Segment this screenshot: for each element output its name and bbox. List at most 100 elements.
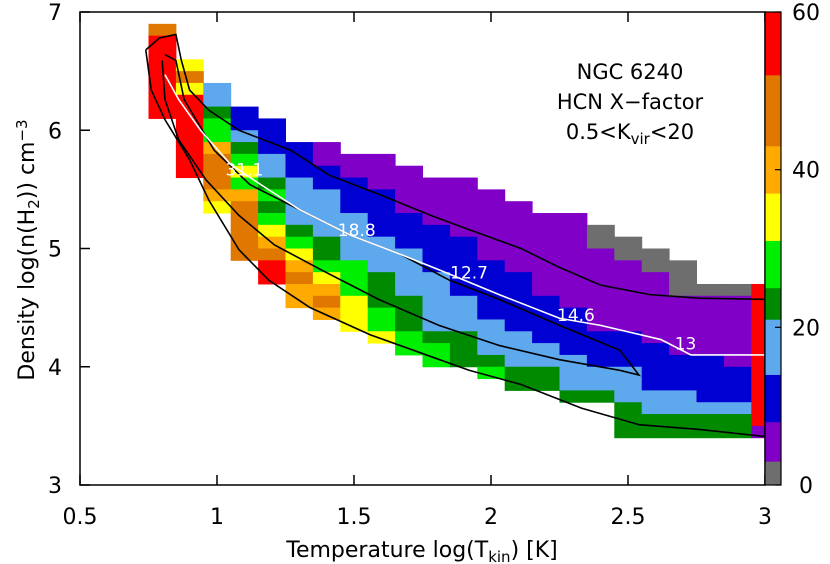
heat-cell xyxy=(559,366,588,380)
heat-cell xyxy=(641,295,670,309)
heat-cell xyxy=(203,118,232,131)
heat-cell xyxy=(175,106,204,119)
heat-cell xyxy=(449,331,478,344)
heat-cell xyxy=(395,177,423,190)
heat-cell xyxy=(367,319,396,332)
heat-cell xyxy=(723,378,752,391)
heat-cell xyxy=(367,295,396,309)
heat-cell xyxy=(258,260,286,273)
heat-cell xyxy=(230,106,259,119)
heat-cell xyxy=(614,295,643,309)
heat-cell xyxy=(203,201,232,214)
heat-cell xyxy=(340,201,369,214)
heat-cell xyxy=(723,366,752,380)
heat-cell xyxy=(586,224,615,238)
heat-cell xyxy=(367,307,396,320)
colorbar-band xyxy=(765,240,781,289)
contours xyxy=(144,33,765,438)
heat-cell xyxy=(532,213,560,226)
heat-cell xyxy=(669,402,697,415)
x-tick-label: 1 xyxy=(210,505,224,530)
heat-cell xyxy=(696,390,725,403)
heat-cell xyxy=(641,378,670,391)
heat-cell xyxy=(504,224,533,238)
heat-cell xyxy=(367,248,396,261)
heat-cell xyxy=(422,224,451,238)
heat-cell xyxy=(696,283,725,297)
heat-cell xyxy=(340,307,369,320)
heat-cell xyxy=(340,213,369,226)
heat-cell xyxy=(477,201,506,214)
heat-cell xyxy=(477,343,506,356)
heat-cell xyxy=(641,425,670,439)
heat-cell xyxy=(395,319,423,332)
heat-cell xyxy=(340,319,369,332)
x-tick-label: 1.5 xyxy=(337,505,372,530)
heat-cell xyxy=(559,224,588,238)
heat-cell xyxy=(669,414,697,427)
y-axis-label-part: 2 xyxy=(25,199,43,209)
heat-cell xyxy=(751,390,765,403)
heat-cell xyxy=(395,189,423,202)
x-tick-label: 0.5 xyxy=(63,505,98,530)
heat-cell xyxy=(285,213,314,226)
heat-cell xyxy=(312,260,341,273)
heat-cell xyxy=(312,213,341,226)
heat-cell xyxy=(148,94,177,108)
heat-cell xyxy=(614,390,643,403)
heat-cell xyxy=(367,213,396,226)
colorbar-band xyxy=(765,12,781,76)
heat-cell xyxy=(559,283,588,297)
heat-cell xyxy=(532,295,560,309)
heat-cell xyxy=(532,236,560,249)
heat-cell xyxy=(669,319,697,332)
heat-cell xyxy=(559,260,588,273)
heat-cell xyxy=(285,189,314,202)
heat-cell xyxy=(696,343,725,356)
x-axis-label: Temperature log(Tkin) [K] xyxy=(285,538,557,564)
heat-cell xyxy=(586,390,615,403)
heat-cell xyxy=(477,354,506,368)
heat-cell xyxy=(723,283,752,297)
heat-cell xyxy=(641,272,670,285)
heat-cell xyxy=(340,165,369,179)
contour-label: 14.6 xyxy=(557,306,595,326)
heat-cell xyxy=(477,331,506,344)
heat-cell xyxy=(559,248,588,261)
heat-cell xyxy=(696,319,725,332)
heat-cell xyxy=(641,366,670,380)
x-axis-label-part: Temperature log(T xyxy=(285,538,488,563)
heat-cell xyxy=(532,283,560,297)
heat-cell xyxy=(312,307,341,320)
heat-cell xyxy=(258,118,286,131)
heat-cell xyxy=(477,189,506,202)
x-axis-label-part: ) [K] xyxy=(511,538,558,563)
heat-cell xyxy=(559,354,588,368)
heat-cell xyxy=(422,283,451,297)
heat-cell xyxy=(258,153,286,167)
heat-cell xyxy=(230,201,259,214)
heat-cell xyxy=(504,331,533,344)
heat-cell xyxy=(532,224,560,238)
heat-cell xyxy=(504,366,533,380)
colorbar-frame xyxy=(764,11,782,486)
heat-cell xyxy=(203,82,232,96)
heat-cell xyxy=(285,260,314,273)
heat-cell xyxy=(586,354,615,368)
y-tick-label: 4 xyxy=(48,356,62,381)
heat-cell xyxy=(422,201,451,214)
heat-cell xyxy=(669,272,697,285)
heat-cell xyxy=(285,142,314,155)
heat-cell xyxy=(258,201,286,214)
heat-cell xyxy=(696,414,725,427)
heat-cell xyxy=(312,283,341,297)
heat-cell xyxy=(422,236,451,249)
heat-cell xyxy=(586,331,615,344)
heat-cell xyxy=(422,295,451,309)
heat-cell xyxy=(751,354,765,368)
heat-cell xyxy=(532,319,560,332)
colorbar-band xyxy=(765,75,781,147)
heat-cell xyxy=(641,414,670,427)
heat-cell xyxy=(230,142,259,155)
heat-cell xyxy=(230,236,259,249)
